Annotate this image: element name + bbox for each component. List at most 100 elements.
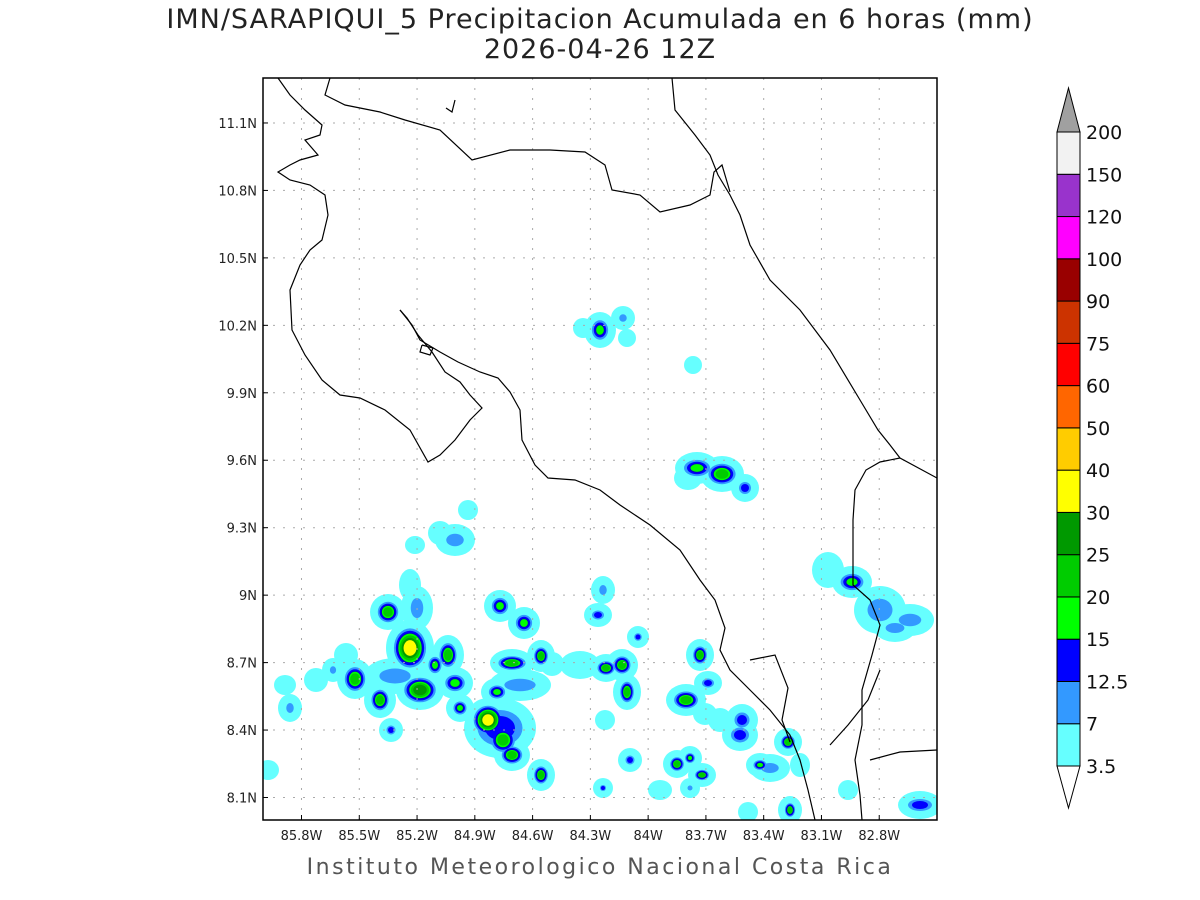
colorbar-label: 75 [1086, 333, 1110, 355]
coastline-segment [445, 99, 456, 113]
precip-contour [784, 738, 792, 746]
precip-contour [405, 536, 425, 554]
precip-contour [698, 772, 706, 778]
colorbar-label: 90 [1086, 291, 1110, 313]
precip-contour [635, 634, 641, 640]
precip-contour [838, 780, 858, 800]
colorbar-swatch [1056, 173, 1081, 218]
colorbar-swatch [1056, 131, 1081, 175]
precip-contour [619, 314, 627, 322]
precip-contour [449, 678, 461, 688]
lon-tick-label: 82.8W [858, 829, 900, 844]
precip-contour [379, 668, 411, 684]
coastline-segment [324, 78, 731, 213]
precip-contour [601, 786, 605, 790]
coastline-segment [276, 78, 483, 463]
lon-tick-label: 83.7W [685, 829, 727, 844]
map-subtitle: 2026-04-26 12Z [483, 34, 717, 65]
precip-contour [263, 760, 279, 780]
lon-tick-label: 85.2W [396, 829, 438, 844]
colorbar-label: 15 [1086, 629, 1110, 651]
precip-contour [329, 666, 337, 674]
coastline-segment [829, 669, 881, 746]
precip-contour [304, 668, 328, 692]
precipitation-field [263, 306, 937, 820]
colorbar-swatch [1056, 427, 1081, 471]
map-title: IMN/SARAPIQUI_5 Precipitacion Acumulada … [166, 4, 1034, 35]
colorbar-label: 60 [1086, 376, 1110, 398]
colorbar-label: 3.5 [1086, 756, 1116, 778]
colorbar-swatch [1056, 216, 1081, 260]
colorbar-swatch [1056, 469, 1081, 513]
colorbar-swatch [1056, 300, 1081, 344]
precip-contour [573, 318, 593, 338]
credit-text: Instituto Meteorologico Nacional Costa R… [306, 855, 894, 880]
precip-contour [687, 785, 693, 791]
precip-contour [680, 696, 692, 704]
precip-contour [756, 761, 764, 769]
precip-contour [595, 710, 615, 730]
lon-tick-label: 85.5W [338, 829, 380, 844]
coastlines [276, 78, 937, 820]
colorbar-swatch [1056, 342, 1081, 387]
precip-contour [388, 727, 394, 733]
precip-contour [673, 760, 681, 768]
precip-contour [413, 684, 427, 696]
precip-contour [383, 607, 393, 617]
colorbar-label: 120 [1086, 207, 1122, 229]
precip-contour [399, 569, 421, 601]
precip-contour [376, 695, 384, 705]
precip-contour [595, 324, 605, 336]
precip-contour [458, 500, 478, 520]
precip-contour [350, 673, 360, 685]
colorbar-label: 25 [1086, 545, 1110, 567]
colorbar-label: 7 [1086, 714, 1098, 736]
precip-contour [684, 356, 702, 374]
precip-contour [734, 730, 746, 740]
precip-contour [623, 687, 631, 697]
lat-tick-label: 8.4N [227, 724, 257, 739]
colorbar-label: 40 [1086, 460, 1110, 482]
precip-contour [790, 753, 810, 777]
precip-contour [898, 613, 922, 627]
lat-tick-label: 10.8N [218, 184, 257, 199]
colorbar-swatch [1056, 638, 1081, 682]
lon-tick-label: 84.9W [454, 829, 496, 844]
colorbar-swatch [1056, 723, 1081, 767]
lat-tick-label: 9N [239, 589, 257, 604]
lat-tick-label: 9.3N [227, 522, 257, 537]
colorbar-label: 12.5 [1086, 671, 1128, 693]
precip-contour [627, 757, 633, 763]
colorbar-swatch [1056, 511, 1081, 556]
coastline-segment [869, 749, 937, 761]
precip-contour [444, 649, 452, 661]
lat-tick-label: 11.1N [218, 117, 257, 132]
precip-contour [618, 329, 636, 347]
precip-contour [274, 675, 296, 695]
precip-contour [787, 806, 793, 814]
precip-contour [867, 598, 893, 622]
axis-ticks: 85.8W 85.5W 85.2W 84.9W 84.6W 84.3W 84W 83.7W 83… [218, 117, 900, 844]
precip-contour [446, 533, 464, 547]
coastline-segment [671, 78, 937, 479]
precip-contour [286, 703, 294, 713]
colorbar-label: 200 [1086, 122, 1122, 144]
precip-contour [696, 651, 704, 659]
precip-contour [885, 623, 905, 633]
colorbar-swatch [1056, 385, 1081, 429]
lon-tick-label: 83.1W [801, 829, 843, 844]
colorbar-swatch [1056, 596, 1081, 640]
precip-contour [519, 618, 529, 628]
coastline-segment [419, 344, 434, 356]
colorbar-label: 150 [1086, 164, 1122, 186]
colorbar-swatch [1056, 554, 1081, 598]
grid-lines [263, 78, 937, 820]
colorbar-label: 30 [1086, 502, 1110, 524]
colorbar-swatch [1056, 680, 1081, 725]
precip-contour [507, 751, 517, 759]
precip-contour [715, 469, 729, 479]
coastline-segment [852, 457, 901, 820]
precip-contour [428, 521, 452, 545]
lat-tick-label: 9.6N [227, 454, 257, 469]
